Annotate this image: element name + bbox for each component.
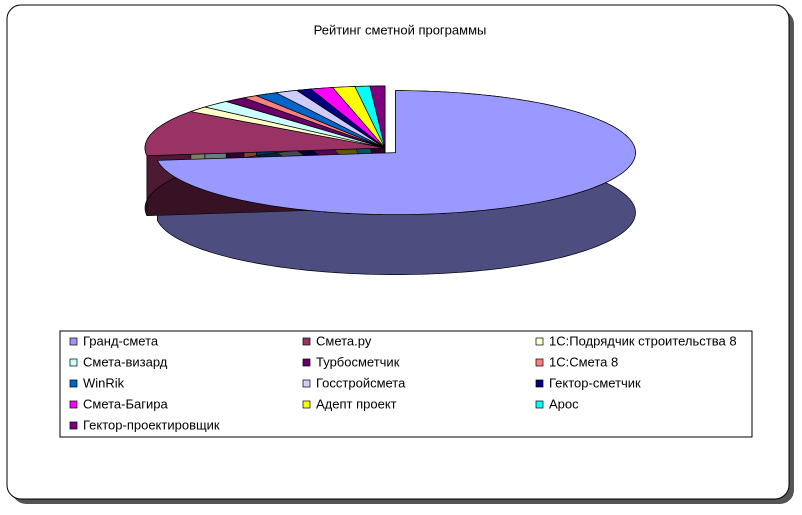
pie [144, 85, 636, 275]
legend-swatch [302, 400, 311, 409]
legend-label: Адепт проект [316, 396, 397, 411]
legend-swatch [69, 379, 78, 388]
legend-label: Гранд-смета [83, 333, 159, 348]
legend-label: Смета-визард [83, 354, 168, 369]
legend-label: Турбосметчик [316, 354, 400, 369]
legend-label: 1С:Смета 8 [549, 354, 618, 369]
legend-swatch [535, 337, 544, 346]
pie-tops [144, 85, 636, 215]
slice [156, 90, 636, 215]
chart-title: Рейтинг сметной программы [314, 22, 487, 37]
legend [59, 330, 753, 438]
legend-label: WinRik [83, 375, 125, 390]
legend-label: Смета-Багира [83, 396, 168, 411]
slice [144, 111, 386, 157]
legend-label: Арос [549, 396, 579, 411]
legend-label: Смета.ру [316, 333, 372, 348]
legend-swatch [69, 358, 78, 367]
slice [369, 85, 386, 149]
legend-swatch [535, 358, 544, 367]
legend-swatch [302, 358, 311, 367]
legend-swatch [302, 337, 311, 346]
legend-items: Гранд-смета Смета.ру 1С:Подрядчик строител… [69, 333, 737, 432]
legend-label: Гектор-проектировщик [83, 417, 220, 432]
slice [204, 101, 386, 149]
legend-swatch [535, 400, 544, 409]
legend-label: Гектор-сметчик [549, 375, 641, 390]
legend-swatch [69, 400, 78, 409]
legend-swatch [69, 337, 78, 346]
legend-swatch [535, 379, 544, 388]
legend-label: 1С:Подрядчик строительства 8 [549, 333, 737, 348]
legend-swatch [69, 421, 78, 430]
legend-label: Госстройсмета [316, 375, 406, 390]
legend-swatch [302, 379, 311, 388]
